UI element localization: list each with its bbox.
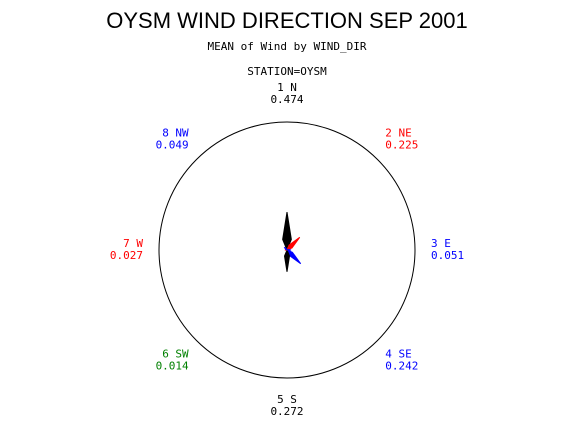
value-label: 0.242 [385,359,418,372]
chart-title: OYSM WIND DIRECTION SEP 2001 [106,8,467,33]
value-label: 0.027 [110,249,143,262]
category-label: 4 SE [385,347,412,360]
spike [283,248,291,272]
group-label: STATION=OYSM [247,65,327,78]
chart-subtitle: MEAN of Wind by WIND_DIR [208,40,367,53]
value-label: 0.272 [270,405,303,418]
value-label: 0.014 [156,359,189,372]
value-label: 0.225 [385,139,418,152]
category-label: 1 N [277,81,297,94]
spike [283,246,288,251]
category-label: 5 S [277,393,297,406]
category-label: 7 W [123,237,143,250]
category-label: 3 E [431,237,451,250]
category-label: 8 NW [162,127,189,140]
outline-circle [158,121,416,379]
value-label: 0.049 [156,139,189,152]
category-label: 6 SW [162,347,189,360]
spike [286,236,301,251]
value-label: 0.051 [431,249,464,262]
value-label: 0.474 [270,93,303,106]
spike [282,212,292,252]
category-label: 2 NE [385,127,412,140]
